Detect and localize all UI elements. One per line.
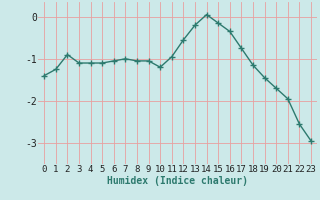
X-axis label: Humidex (Indice chaleur): Humidex (Indice chaleur) [107, 176, 248, 186]
